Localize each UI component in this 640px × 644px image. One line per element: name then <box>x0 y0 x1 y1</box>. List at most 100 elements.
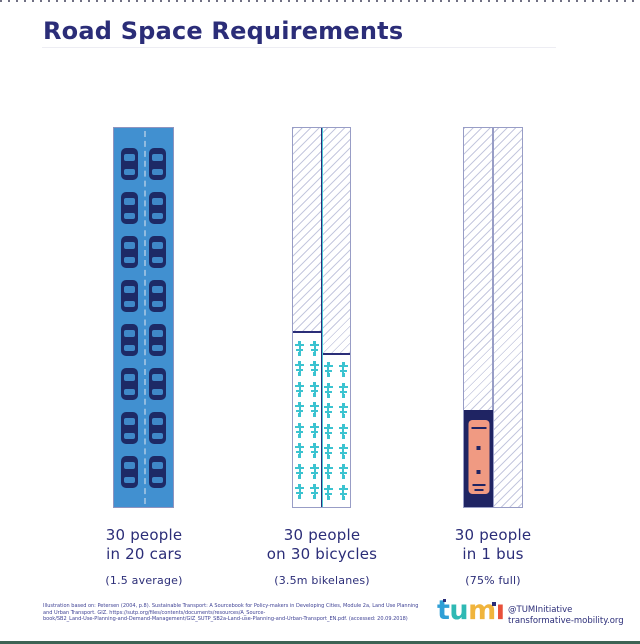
road-centerline-dashed <box>143 131 146 504</box>
bike-row <box>293 484 322 500</box>
bicycle-icon <box>310 402 320 418</box>
bicycle-icon <box>323 443 333 459</box>
car-row <box>121 235 166 268</box>
caption-cars-note: (1.5 average) <box>105 574 183 587</box>
bicycle-icon <box>323 484 333 500</box>
bicycle-icon <box>338 423 348 439</box>
bicycle-icon <box>338 443 348 459</box>
car-icon <box>121 367 138 400</box>
caption-cars-line1: 30 people <box>105 526 183 544</box>
bus-road-illustration <box>463 127 523 508</box>
bike-row <box>322 464 351 480</box>
car-row <box>121 411 166 444</box>
caption-bicycles: 30 people on 30 bicycles (3.5m bikelanes… <box>242 526 402 587</box>
bicycle-icon <box>310 361 320 377</box>
bus-road-divider-line <box>492 128 494 507</box>
bottom-rule <box>0 641 640 644</box>
logo-letter-u: u <box>449 595 469 626</box>
citation-line-1: Illustration based on: Petersen (2004, p… <box>43 603 419 609</box>
logo-letter-m: m <box>468 595 496 626</box>
caption-bicycles-line2: on 30 bicycles <box>266 545 378 563</box>
bicycle-icon <box>323 362 333 378</box>
bicycle-icon <box>295 422 305 438</box>
bikelane-centerline-cyan <box>322 128 323 507</box>
bike-row <box>322 443 351 459</box>
bike-row <box>322 362 351 378</box>
bicycle-icon <box>323 423 333 439</box>
bicycle-icon <box>295 402 305 418</box>
car-row <box>121 367 166 400</box>
bicycle-icon <box>295 340 305 356</box>
caption-cars-line2: in 20 cars <box>106 545 182 563</box>
caption-bicycles-line1: 30 people <box>283 526 361 544</box>
logo-accent-dot-t <box>443 599 446 602</box>
cars-grid <box>114 128 173 507</box>
bicycle-icon <box>295 381 305 397</box>
car-icon <box>149 455 166 488</box>
cars-road-illustration <box>113 127 174 508</box>
logo-website: transformative-mobility.org <box>508 615 624 626</box>
bicycle-icon <box>310 484 320 500</box>
bike-lane-right-grid <box>322 357 351 505</box>
car-icon <box>149 235 166 268</box>
bike-lane-left <box>293 331 322 507</box>
bike-row <box>293 422 322 438</box>
tumi-logo: tumı <box>437 597 505 624</box>
bicycle-icon <box>310 443 320 459</box>
logo-handle: @TUMInitiative <box>508 605 573 615</box>
bicycle-icon <box>295 443 305 459</box>
car-icon <box>149 411 166 444</box>
bicycle-icon <box>310 340 320 356</box>
logo-text-block: @TUMInitiative transformative-mobility.o… <box>508 605 624 626</box>
bicycle-icon <box>295 361 305 377</box>
car-icon <box>149 279 166 312</box>
car-icon <box>121 323 138 356</box>
car-icon <box>121 455 138 488</box>
bus-icon <box>468 420 489 494</box>
car-icon <box>121 147 138 180</box>
bike-row <box>293 361 322 377</box>
bike-lane-left-grid <box>293 335 322 505</box>
car-row <box>121 279 166 312</box>
caption-bus-line1: 30 people <box>454 526 532 544</box>
car-icon <box>121 411 138 444</box>
bike-row <box>322 423 351 439</box>
bike-row <box>322 403 351 419</box>
bike-row <box>293 443 322 459</box>
car-icon <box>121 235 138 268</box>
title-underline <box>42 47 556 48</box>
car-row <box>121 323 166 356</box>
car-icon <box>121 191 138 224</box>
bike-row <box>322 484 351 500</box>
caption-bicycles-note: (3.5m bikelanes) <box>274 574 370 587</box>
bicycle-icon <box>338 484 348 500</box>
car-row <box>121 147 166 180</box>
bicycle-icon <box>323 403 333 419</box>
footer-citation: Illustration based on: Petersen (2004, p… <box>43 603 463 623</box>
bike-row <box>293 463 322 479</box>
page-title: Road Space Requirements <box>43 17 404 45</box>
logo-letter-i: ı <box>495 595 505 626</box>
car-icon <box>149 147 166 180</box>
caption-cars: 30 people in 20 cars (1.5 average) <box>64 526 224 587</box>
caption-bus: 30 people in 1 bus (75% full) <box>413 526 573 587</box>
bicycle-icon <box>295 463 305 479</box>
bicycle-icon <box>310 381 320 397</box>
bicycle-icon <box>323 464 333 480</box>
bikelane-divider-line <box>320 128 322 507</box>
logo-accent-dot-i <box>492 602 496 606</box>
caption-bus-line2: in 1 bus <box>462 545 524 563</box>
top-crop-marks <box>0 0 640 2</box>
bicycle-icon <box>338 464 348 480</box>
bicycle-icon <box>310 463 320 479</box>
bicycle-icon <box>338 403 348 419</box>
bicycle-icon <box>310 422 320 438</box>
bike-row <box>293 340 322 356</box>
bike-row <box>322 382 351 398</box>
logo-letter-t: t <box>437 595 450 626</box>
citation-line-2: and Urban Transport. GIZ. https://sutp.o… <box>43 609 266 616</box>
bicycle-icon <box>323 382 333 398</box>
bicycle-icon <box>338 362 348 378</box>
car-row <box>121 455 166 488</box>
bike-row <box>293 402 322 418</box>
